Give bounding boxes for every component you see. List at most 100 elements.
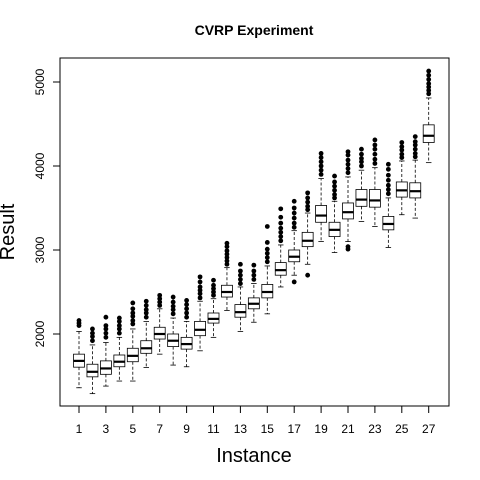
outlier-point: [197, 284, 203, 290]
box-instance-2: [86, 326, 99, 395]
outlier-point: [197, 274, 203, 280]
outlier-point: [385, 161, 391, 167]
outlier-point: [184, 306, 190, 312]
outlier-point: [143, 303, 149, 308]
box-iqr: [140, 340, 153, 354]
outlier-point: [143, 298, 149, 304]
outlier-point: [90, 334, 95, 339]
y-axis: 2000 3000 4000 5000: [33, 68, 60, 347]
outlier-point: [238, 272, 243, 278]
outlier-point: [426, 81, 432, 87]
chart-title: CVRP Experiment: [195, 22, 314, 38]
outlier-point: [318, 151, 324, 156]
outlier-point: [224, 255, 230, 260]
box-iqr: [86, 363, 99, 378]
outlier-point: [130, 300, 136, 306]
box-instance-15: [261, 224, 274, 315]
outlier-point: [318, 159, 324, 165]
outlier-point: [251, 268, 257, 274]
outlier-point: [264, 224, 270, 229]
outlier-point: [345, 170, 351, 176]
outlier-point: [278, 206, 284, 212]
outlier-point: [184, 302, 190, 307]
outlier-point: [305, 199, 311, 205]
x-tick-label: 5: [129, 422, 136, 436]
outlier-point: [278, 225, 284, 231]
outlier-point: [345, 152, 351, 158]
outlier-point: [372, 142, 378, 148]
outlier-point: [170, 307, 176, 313]
box-instance-3: [100, 314, 112, 387]
box-instance-26: [409, 134, 422, 219]
outlier-point: [211, 282, 216, 288]
outlier-point: [130, 321, 136, 327]
x-tick-label: 15: [261, 422, 275, 436]
outlier-point: [103, 314, 109, 320]
outlier-point: [372, 156, 378, 162]
outlier-point: [359, 151, 364, 157]
outlier-point: [399, 140, 405, 145]
outlier-point: [130, 310, 136, 316]
x-tick-label: 9: [183, 422, 190, 436]
outlier-point: [157, 292, 163, 298]
outlier-point: [238, 281, 243, 286]
x-tick-label: 1: [76, 422, 83, 436]
outlier-point: [278, 238, 284, 244]
box-instance-13: [234, 261, 247, 332]
outlier-point: [278, 229, 284, 235]
outlier-point: [426, 68, 432, 74]
outlier-point: [412, 139, 418, 145]
outlier-point: [318, 155, 324, 161]
outlier-point: [143, 310, 149, 316]
box-instance-11: [207, 277, 220, 338]
box-instance-9: [180, 298, 193, 368]
outlier-point: [412, 134, 418, 140]
outlier-point: [143, 307, 149, 313]
x-tick-label: 11: [207, 422, 220, 436]
outlier-point: [264, 240, 270, 245]
outlier-point: [412, 142, 418, 148]
x-tick-label: 13: [234, 422, 248, 436]
box-instance-22: [355, 146, 368, 222]
outlier-point: [264, 250, 270, 256]
x-tick-label: 7: [156, 422, 163, 436]
outlier-point: [332, 192, 337, 197]
outlier-point: [197, 291, 203, 297]
outlier-point: [130, 313, 136, 319]
box-iqr: [315, 205, 328, 223]
outlier-point: [90, 338, 95, 344]
outlier-point: [224, 244, 230, 250]
box-iqr: [355, 189, 368, 207]
outlier-point: [385, 177, 391, 183]
box-iqr: [368, 189, 381, 208]
x-tick-label: 19: [314, 422, 328, 436]
outlier-point: [332, 187, 337, 193]
outlier-point: [385, 191, 391, 197]
outlier-point: [399, 147, 405, 153]
box-instance-25: [395, 140, 408, 216]
outlier-point: [372, 146, 378, 152]
outlier-point: [224, 258, 230, 264]
outlier-point: [318, 163, 324, 169]
box-instance-10: [194, 274, 206, 352]
outlier-point: [291, 279, 297, 285]
box-instance-14: [247, 262, 260, 323]
outlier-point: [103, 326, 109, 332]
outlier-point: [184, 310, 190, 316]
outlier-point: [399, 155, 405, 161]
outlier-point: [251, 277, 257, 282]
outlier-point: [291, 224, 297, 230]
outlier-point: [116, 315, 122, 321]
outlier-point: [170, 294, 176, 300]
box-instance-16: [274, 206, 287, 288]
outlier-point: [291, 205, 297, 211]
outlier-point: [291, 215, 297, 221]
outlier-point: [305, 272, 311, 278]
outlier-point: [359, 156, 364, 161]
outlier-point: [184, 298, 190, 303]
outlier-point: [157, 299, 163, 305]
outlier-point: [332, 195, 337, 201]
box-iqr: [422, 124, 435, 143]
box-instance-1: [73, 318, 85, 389]
